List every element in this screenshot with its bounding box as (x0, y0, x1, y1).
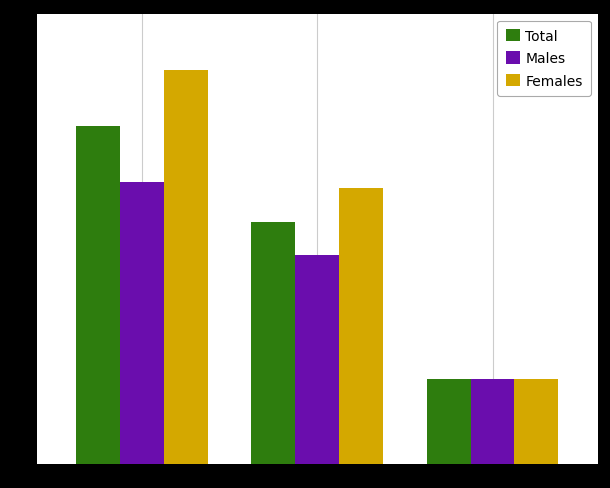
Bar (120, 183, 163, 464)
Bar (163, 71, 207, 464)
Bar (514, 380, 558, 464)
Bar (471, 380, 514, 464)
Bar (76, 127, 120, 464)
Bar (251, 223, 295, 464)
Legend: Total, Males, Females: Total, Males, Females (497, 21, 591, 97)
Bar (295, 256, 339, 464)
Bar (339, 188, 383, 464)
Bar (427, 380, 471, 464)
